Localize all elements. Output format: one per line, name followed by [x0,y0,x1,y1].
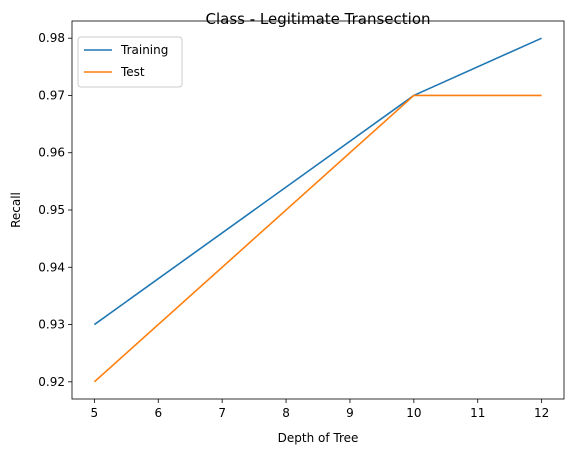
y-tick-label: 0.93 [38,318,65,332]
x-tick-label: 10 [406,406,421,420]
x-tick-label: 7 [218,406,226,420]
y-tick-label: 0.98 [38,31,65,45]
chart-title: Class - Legitimate Transection [206,10,431,28]
x-tick-label: 9 [346,406,354,420]
y-tick-label: 0.92 [38,375,65,389]
legend-label-test: Test [120,65,145,79]
y-tick-label: 0.96 [38,146,65,160]
legend-label-training: Training [120,43,168,57]
x-tick-label: 12 [534,406,549,420]
x-axis: 5 6 7 8 9 10 11 12 [91,399,549,420]
y-tick-label: 0.95 [38,203,65,217]
y-tick-label: 0.94 [38,260,65,274]
y-tick-label: 0.97 [38,88,65,102]
y-axis-label: Recall [9,192,23,228]
x-tick-label: 6 [154,406,162,420]
y-axis: 0.92 0.93 0.94 0.95 0.96 0.97 0.98 [38,31,72,389]
x-tick-label: 11 [470,406,485,420]
x-tick-label: 5 [91,406,99,420]
legend: Training Test [77,36,183,88]
x-axis-label: Depth of Tree [278,431,359,445]
series-line-test [93,94,542,383]
x-tick-label: 8 [282,406,290,420]
series-layer [93,37,542,383]
